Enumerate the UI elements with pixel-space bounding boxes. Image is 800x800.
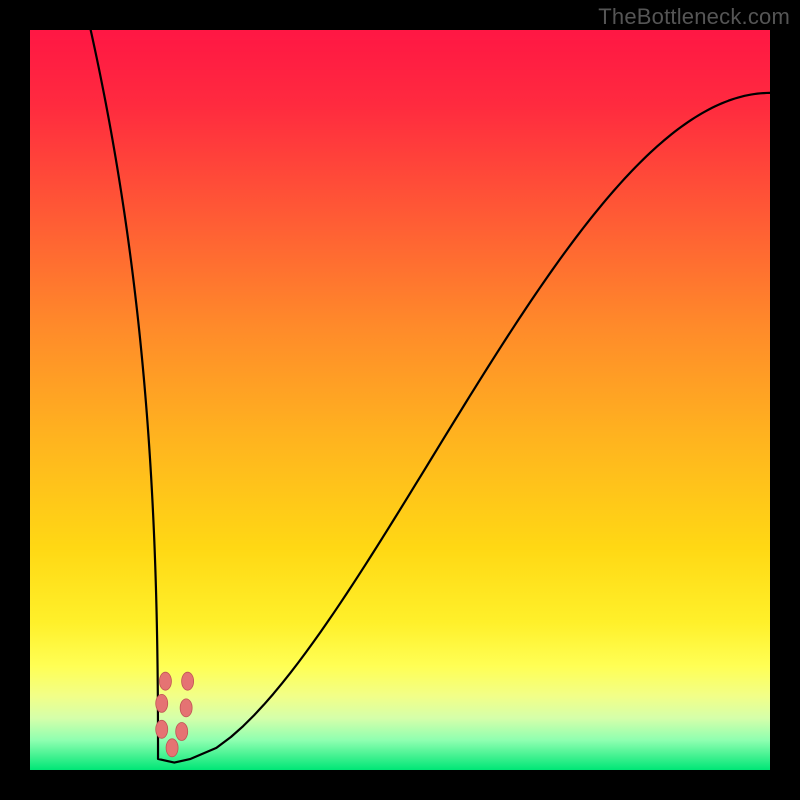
data-marker <box>156 720 168 738</box>
data-marker <box>156 694 168 712</box>
bottleneck-chart <box>0 0 800 800</box>
data-marker <box>166 739 178 757</box>
chart-container: TheBottleneck.com <box>0 0 800 800</box>
watermark-text: TheBottleneck.com <box>598 4 790 30</box>
data-marker <box>180 699 192 717</box>
data-marker <box>159 672 171 690</box>
plot-area <box>30 30 770 770</box>
data-marker <box>176 723 188 741</box>
data-marker <box>182 672 194 690</box>
